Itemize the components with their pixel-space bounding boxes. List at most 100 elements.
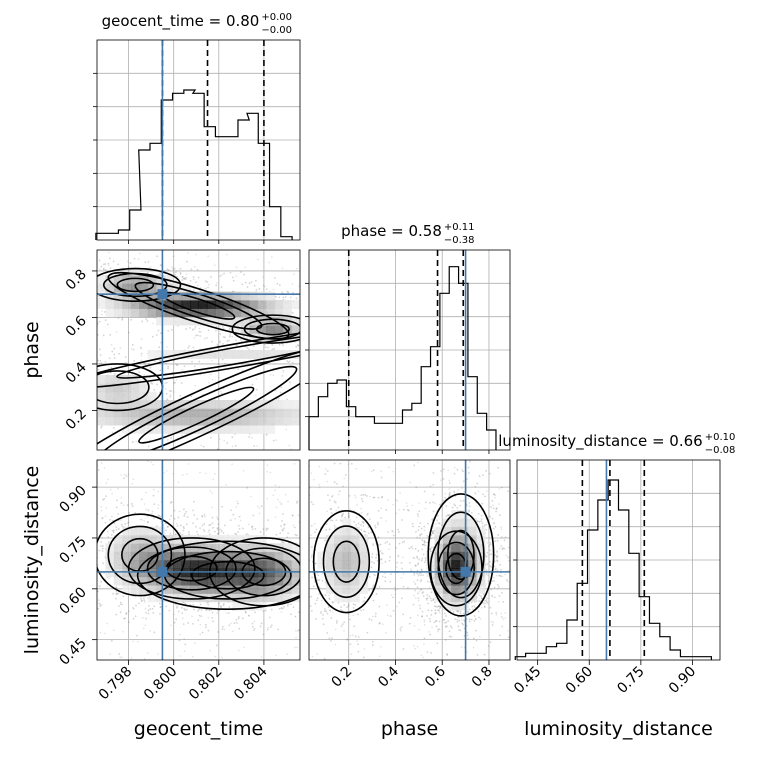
scatter-point: [101, 603, 103, 606]
density-cell: [240, 350, 250, 359]
scatter-point: [117, 527, 120, 530]
scatter-point: [420, 568, 423, 571]
geocent_time-marginal-panel-hist-step: [95, 89, 293, 240]
scatter-point: [67, 404, 69, 406]
scatter-point: [120, 496, 123, 499]
scatter-point: [186, 473, 188, 475]
scatter-point: [179, 655, 182, 657]
scatter-point: [504, 536, 507, 539]
density-cell: [257, 291, 267, 301]
scatter-point: [60, 292, 62, 294]
scatter-point: [257, 258, 259, 261]
scatter-point: [65, 367, 67, 369]
scatter-point: [274, 489, 276, 492]
scatter-point: [229, 326, 232, 329]
density-cell: [181, 350, 191, 359]
scatter-point: [99, 354, 102, 356]
scatter-point: [90, 551, 92, 553]
scatter-point: [69, 402, 71, 404]
scatter-point: [55, 568, 57, 570]
scatter-point: [62, 285, 64, 287]
density-cell: [97, 283, 106, 293]
scatter-point: [140, 352, 143, 355]
scatter-point: [92, 298, 94, 300]
density-cell: [130, 526, 140, 536]
contour-line: [102, 272, 168, 298]
scatter-point: [183, 607, 186, 610]
scatter-point: [140, 599, 143, 602]
density-cell: [266, 300, 276, 309]
scatter-point: [191, 329, 194, 331]
density-cell: [156, 400, 166, 409]
scatter-point: [216, 526, 219, 529]
scatter-point: [167, 367, 169, 370]
scatter-point: [195, 253, 197, 256]
scatter-point: [199, 633, 201, 636]
scatter-point: [422, 595, 425, 597]
scatter-point: [288, 444, 291, 447]
density-cell: [257, 400, 267, 409]
scatter-point: [209, 373, 212, 376]
scatter-point: [293, 273, 295, 275]
scatter-point: [175, 363, 178, 366]
density-cell: [147, 593, 157, 603]
density-cell: [274, 333, 284, 343]
scatter-point: [132, 606, 134, 609]
scatter-point: [367, 532, 370, 535]
scatter-point: [194, 326, 197, 328]
scatter-point: [89, 562, 91, 564]
scatter-point: [159, 359, 161, 362]
scatter-point: [172, 472, 175, 475]
scatter-point: [226, 340, 229, 342]
scatter-point: [163, 472, 166, 474]
density-cell: [283, 416, 293, 426]
density-cell: [164, 425, 174, 434]
scatter-point: [237, 617, 240, 620]
phase-marginal-panel: [305, 249, 511, 451]
density-cell: [223, 408, 233, 418]
scatter-point: [216, 343, 218, 346]
scatter-point: [83, 297, 85, 299]
density-cell: [164, 283, 174, 293]
density-cell: [266, 416, 276, 426]
scatter-point: [32, 313, 34, 315]
scatter-point: [70, 302, 72, 304]
scatter-point: [291, 361, 294, 364]
density-cell: [139, 408, 149, 418]
scatter-point: [66, 266, 68, 268]
density-cell: [257, 425, 267, 434]
scatter-point: [141, 600, 143, 603]
scatter-point: [20, 303, 22, 305]
scatter-point: [252, 625, 254, 628]
scatter-point: [496, 569, 499, 572]
density-cell: [113, 300, 123, 309]
density-cell: [249, 333, 259, 343]
scatter-point: [151, 382, 154, 385]
scatter-point: [242, 470, 245, 472]
scatter-point: [446, 625, 448, 628]
scatter-point: [238, 527, 241, 530]
scatter-point: [98, 549, 101, 552]
scatter-point: [216, 448, 219, 450]
scatter-point: [280, 541, 283, 544]
scatter-point: [300, 598, 302, 600]
scatter-point: [80, 292, 82, 294]
scatter-point: [196, 530, 198, 533]
luminosity_distance-vs-phase-panel: [308, 459, 514, 661]
scatter-point: [108, 357, 111, 360]
scatter-point: [140, 518, 143, 521]
truth-marker: [157, 289, 168, 300]
scatter-point: [515, 369, 517, 371]
scatter-point: [203, 337, 206, 340]
scatter-point: [127, 266, 130, 268]
scatter-point: [132, 478, 135, 480]
scatter-point: [277, 628, 280, 631]
scatter-point: [201, 515, 204, 518]
density-cell: [266, 585, 276, 594]
density-cell: [130, 391, 140, 401]
scatter-point: [512, 545, 514, 547]
scatter-point: [237, 615, 240, 618]
scatter-point: [133, 257, 136, 260]
density-cell: [113, 416, 123, 426]
density-cell: [249, 400, 259, 409]
